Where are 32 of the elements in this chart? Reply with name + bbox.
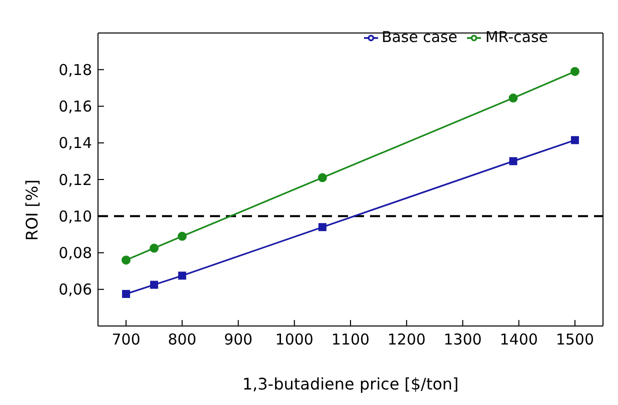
x-tick-label: 1200 (388, 330, 426, 349)
point (318, 173, 327, 182)
point (122, 256, 131, 265)
legend-label: MR-case (485, 28, 548, 46)
point (178, 272, 186, 280)
point (150, 244, 159, 253)
x-tick-label: 1300 (444, 330, 482, 349)
y-tick-label: 0,14 (58, 134, 92, 152)
y-tick-label: 0,16 (58, 98, 92, 116)
point (570, 136, 579, 144)
point (508, 94, 518, 103)
x-tick-label: 1100 (331, 330, 370, 349)
point (570, 66, 580, 76)
x-tick-label: 800 (168, 330, 196, 349)
y-tick-label: 0,06 (58, 280, 92, 299)
y-tick-label: 0,18 (58, 60, 92, 79)
x-tick-label: 1000 (275, 330, 314, 349)
x-axis-title: 1,3-butadiene price [$/ton] (242, 374, 459, 394)
x-tick-label: 700 (112, 330, 140, 349)
y-tick-label: 0,12 (58, 170, 92, 189)
point (150, 280, 158, 289)
x-tick-label: 900 (224, 330, 253, 349)
x-tick-label: 1500 (556, 330, 594, 349)
point (318, 223, 326, 232)
legend-label: Base case (382, 28, 458, 46)
x-tick-label: 1400 (500, 330, 538, 349)
point (178, 232, 187, 241)
point (122, 290, 130, 298)
point (509, 157, 518, 166)
y-tick-label: 0,08 (58, 244, 92, 262)
y-tick-label: 0,10 (58, 207, 92, 226)
y-axis-title: ROI [%] (22, 180, 42, 241)
